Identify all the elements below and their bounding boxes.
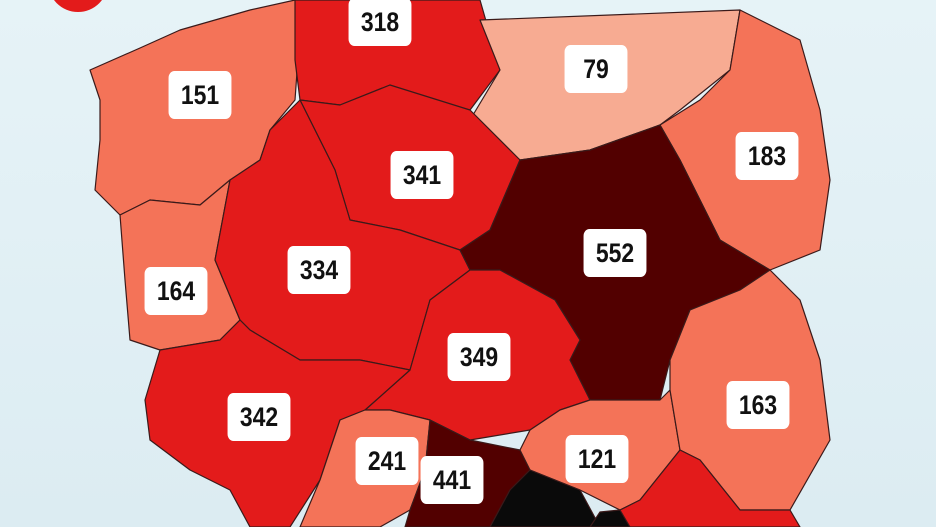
logo-circle [54, 0, 102, 12]
region-malopolskie[interactable] [489, 469, 601, 527]
value-label-swietokrzyskie: 121 [565, 435, 629, 483]
value-label-dolnoslaskie: 342 [227, 393, 291, 441]
region-malopolskie-south [589, 509, 631, 527]
value-label-lubuskie: 164 [144, 267, 208, 315]
value-label-kujawsko-pomorskie: 341 [390, 151, 454, 199]
value-label-lodzkie: 349 [447, 333, 511, 381]
value-label-lubelskie: 163 [726, 381, 790, 429]
value-label-wielkopolskie: 334 [287, 246, 351, 294]
value-label-podlaskie: 183 [735, 132, 799, 180]
value-label-slaskie: 441 [420, 456, 484, 504]
value-label-pomorskie: 318 [348, 0, 412, 46]
value-label-zachodniopomorskie: 151 [168, 71, 232, 119]
value-label-mazowieckie: 552 [583, 229, 647, 277]
region-podkarpackie[interactable] [589, 449, 801, 527]
value-label-warminsko-mazurskie: 79 [564, 45, 628, 93]
value-label-opolskie: 241 [355, 437, 419, 485]
